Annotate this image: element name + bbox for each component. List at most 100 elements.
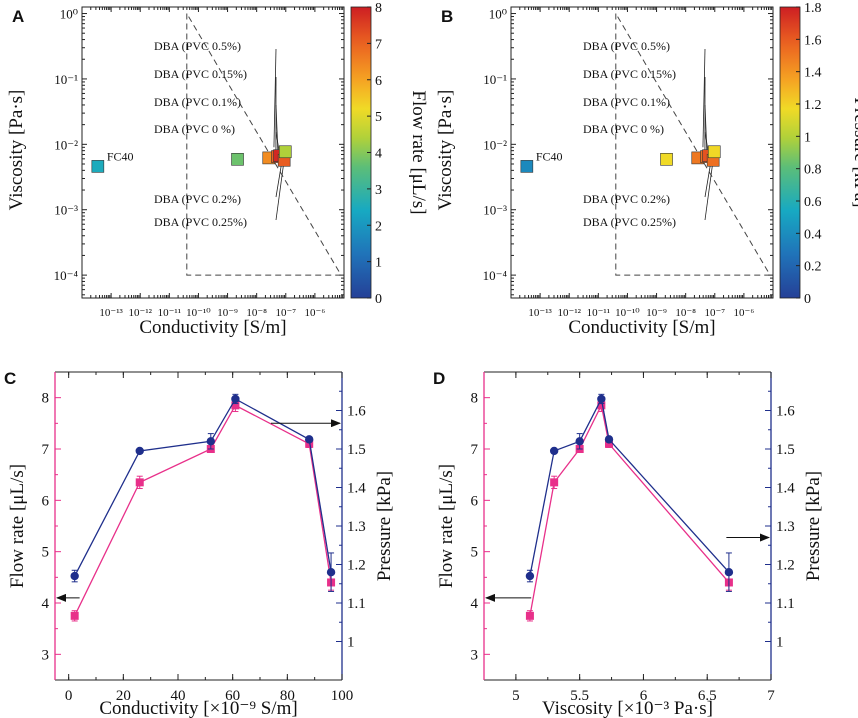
right-y-tick-label: 1.1: [347, 596, 366, 612]
left-y-tick-label: 6: [42, 493, 50, 509]
colorbar-tick-label: 5: [375, 110, 382, 125]
annotation-label: DBA (PVC 0.2%): [154, 192, 241, 206]
x-tick-label: 10⁻⁶: [305, 307, 326, 319]
y-tick-label: 10⁻³: [54, 203, 78, 218]
x-tick-label: 10⁻⁷: [704, 307, 725, 319]
colorbar-tick-label: 7: [375, 37, 382, 52]
colorbar-tick-label: 0.4: [804, 227, 822, 242]
y-tick-label: 10⁻⁴: [54, 268, 79, 283]
x-tick-label: 20: [116, 688, 131, 704]
x-tick-label: 0: [65, 688, 73, 704]
left-y-tick-label: 8: [471, 391, 479, 407]
leader-line: [704, 161, 712, 198]
dashed-region: [615, 11, 771, 276]
left-y-tick-label: 4: [42, 596, 50, 612]
right-y-tick-label: 1.2: [776, 558, 795, 574]
y-tick-label: 10⁰: [489, 7, 507, 22]
colorbar-tick-label: 1: [804, 130, 811, 145]
x-tick-label: 10⁻¹⁰: [615, 307, 640, 319]
x-tick-label: 80: [280, 688, 295, 704]
x-tick-label: 10⁻⁸: [675, 307, 696, 319]
colorbar-tick-label: 1.2: [804, 98, 822, 113]
data-point: [520, 160, 534, 173]
data-point: [278, 145, 292, 159]
left-axis-title: Flow rate [μL/s]: [7, 464, 28, 588]
x-tick-label: 5: [512, 688, 520, 704]
right-y-tick-label: 1.3: [776, 519, 795, 535]
flow-rate-marker: [597, 401, 606, 410]
colorbar-title: Pressure [kPa]: [850, 97, 858, 207]
panel-letter-C: C: [4, 369, 16, 388]
x-tick-label: 10⁻⁷: [275, 307, 296, 319]
plot-frame-A: [81, 6, 345, 299]
x-tick-label: 10⁻⁹: [217, 307, 238, 319]
annotation-label: DBA (PVC 0.15%): [154, 67, 247, 81]
leader-line: [273, 48, 277, 148]
colorbar-tick-label: 1: [375, 256, 382, 271]
left-y-tick-label: 7: [471, 442, 479, 458]
y-tick-label: 10⁰: [60, 7, 78, 22]
right-y-tick-label: 1.6: [347, 404, 366, 420]
annotation-label: DBA (PVC 0.5%): [154, 39, 241, 53]
colorbar-tick-label: 8: [375, 1, 382, 16]
left-y-tick-label: 3: [42, 647, 50, 663]
colorbar-tick-label: 0.8: [804, 163, 822, 178]
x-tick-label: 10⁻¹²: [558, 307, 582, 319]
pressure-marker: [326, 568, 336, 577]
right-y-tick-label: 1.2: [347, 558, 366, 574]
y-tick-label: 10⁻²: [483, 137, 507, 152]
right-y-tick-label: 1.4: [347, 481, 366, 497]
x-tick-label: 10⁻¹²: [129, 307, 153, 319]
pressure-marker: [305, 435, 314, 444]
annotation-label: DBA (PVC 0.15%): [583, 67, 676, 81]
pressure-marker: [604, 435, 614, 444]
fc40-label: FC40: [536, 149, 563, 163]
plot-frame-B: [510, 6, 774, 299]
flow-rate-marker: [135, 478, 144, 487]
colorbar-tick-label: 3: [375, 183, 382, 198]
annotation-label: DBA (PVC 0.25%): [154, 215, 247, 229]
left-y-tick-label: 5: [42, 545, 50, 561]
x-axis-title: Conductivity [S/m]: [139, 317, 286, 338]
x-tick-label: 10⁻⁶: [734, 307, 755, 319]
left-y-tick-label: 7: [42, 442, 50, 458]
annotation-label: DBA (PVC 0.1%): [583, 95, 670, 109]
x-axis-title: Viscosity [×10⁻³ Pa·s]: [542, 698, 713, 718]
pressure-marker: [575, 437, 584, 446]
x-tick-label: 10⁻⁸: [246, 307, 267, 319]
colorbar-tick-label: 0: [375, 292, 382, 307]
left-y-tick-label: 3: [471, 647, 479, 663]
colorbar-tick-label: 1.4: [804, 66, 822, 81]
leader-line: [704, 104, 708, 154]
annotation-label: DBA (PVC 0.2%): [583, 192, 670, 206]
right-y-tick-label: 1.4: [776, 481, 795, 497]
colorbar-tick-label: 0: [804, 292, 811, 307]
x-axis-title: Conductivity [S/m]: [568, 317, 715, 338]
leader-line: [702, 48, 706, 148]
left-y-tick-label: 4: [471, 596, 479, 612]
leader-line: [275, 161, 285, 221]
dashed-region: [186, 11, 342, 276]
colorbar-tick-label: 1.6: [804, 33, 822, 48]
flow-rate-marker: [231, 401, 240, 410]
flow-rate-marker: [550, 478, 559, 487]
annotation-label: DBA (PVC 0.5%): [583, 39, 670, 53]
x-tick-label: 100: [331, 688, 354, 704]
colorbar-tick-label: 4: [375, 147, 382, 162]
x-tick-label: 10⁻¹³: [99, 307, 123, 319]
pressure-marker: [135, 446, 144, 456]
right-y-tick-label: 1.3: [347, 519, 366, 535]
pressure-marker: [597, 394, 606, 404]
annotation-label: DBA (PVC 0 %): [154, 122, 235, 136]
leader-line: [275, 161, 283, 198]
y-tick-label: 10⁻⁴: [483, 268, 508, 283]
annotation-label: DBA (PVC 0 %): [583, 122, 664, 136]
y-axis-title: Viscosity [Pa·s]: [435, 90, 456, 211]
y-axis-title: Viscosity [Pa·s]: [6, 90, 27, 211]
panel-letter-D: D: [433, 369, 445, 388]
right-y-tick-label: 1: [347, 635, 355, 651]
colorbar-tick-label: 0.2: [804, 260, 822, 275]
x-tick-label: 40: [171, 688, 186, 704]
x-axis-title: Conductivity [×10⁻⁹ S/m]: [99, 698, 297, 718]
